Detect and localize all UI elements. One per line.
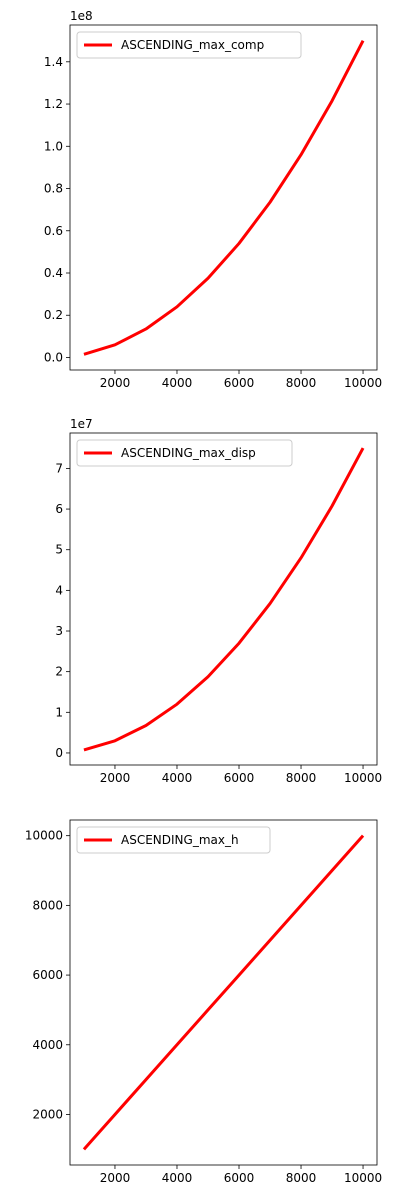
y-tick-label-3: 2 — [55, 665, 63, 679]
axes-frame — [69, 432, 378, 766]
legend: ASCENDING_max_h — [76, 826, 271, 854]
x-tick-label-4: 8000 — [286, 771, 317, 785]
legend-box — [76, 31, 302, 59]
y-offset-label: 1e8 — [70, 9, 93, 23]
chart-panel-3: 2000 4000 6000 8000 10000 2000 4000 6000 8000 100… — [25, 819, 382, 1185]
y-tick-label-5: 0.8 — [44, 182, 63, 196]
y-tick-label-3: 0.4 — [44, 266, 63, 280]
x-tick-label-4: 8000 — [286, 1171, 317, 1185]
legend-label-1: ASCENDING_max_disp — [121, 446, 256, 460]
x-tick-label-2: 4000 — [162, 376, 193, 390]
x-tick-label-4: 8000 — [286, 376, 317, 390]
x-tick-label-5: 10000 — [344, 771, 382, 785]
series-line-1 — [83, 447, 365, 752]
x-tick-label-5: 10000 — [344, 376, 382, 390]
x-tick-label-2: 4000 — [162, 1171, 193, 1185]
legend: ASCENDING_max_comp — [76, 31, 302, 59]
series-line-1 — [83, 39, 365, 356]
y-tick-label-6: 1.0 — [44, 139, 63, 153]
y-tick-label-2: 0.2 — [44, 308, 63, 322]
y-tick-label-7: 6 — [55, 502, 63, 516]
legend: ASCENDING_max_disp — [76, 439, 293, 467]
legend-label-1: ASCENDING_max_comp — [121, 38, 264, 52]
series-line-1 — [82, 834, 365, 1151]
x-tick-label-5: 10000 — [344, 1171, 382, 1185]
x-tick-label-3: 6000 — [224, 1171, 255, 1185]
y-tick-label-4: 0.6 — [44, 224, 63, 238]
legend-box — [76, 826, 271, 854]
x-tick-label-1: 2000 — [100, 1171, 131, 1185]
y-tick-label-7: 1.2 — [44, 97, 63, 111]
x-tick-label-1: 2000 — [100, 771, 131, 785]
y-tick-label-5: 10000 — [25, 829, 63, 843]
y-tick-label-5: 4 — [55, 583, 63, 597]
y-offset-label: 1e7 — [70, 417, 93, 431]
y-tick-label-8: 7 — [55, 461, 63, 475]
axes-frame — [69, 819, 378, 1166]
y-tick-label-3: 6000 — [32, 968, 63, 982]
y-tick-label-2: 4000 — [32, 1038, 63, 1052]
y-tick-label-4: 8000 — [32, 898, 63, 912]
x-tick-label-2: 4000 — [162, 771, 193, 785]
y-tick-label-1: 2000 — [32, 1107, 63, 1121]
y-tick-label-2: 1 — [55, 705, 63, 719]
x-tick-label-3: 6000 — [224, 376, 255, 390]
y-tick-label-1: 0.0 — [44, 350, 63, 364]
x-tick-label-3: 6000 — [224, 771, 255, 785]
axes-frame — [69, 24, 378, 371]
y-tick-label-6: 5 — [55, 543, 63, 557]
y-tick-label-4: 3 — [55, 624, 63, 638]
y-tick-label-1: 0 — [55, 746, 63, 760]
y-tick-label-8: 1.4 — [44, 55, 63, 69]
chart-panel-2: 2000 4000 6000 8000 10000 0 1 2 3 4 5 6 7 1e7 ASCENDIN… — [55, 417, 382, 785]
legend-box — [76, 439, 293, 467]
legend-label-1: ASCENDING_max_h — [121, 833, 239, 847]
chart-panel-1: 2000 4000 6000 8000 10000 0.0 0.2 0.4 0.6 0.8 1.0 1… — [44, 9, 382, 390]
x-tick-label-1: 2000 — [100, 376, 131, 390]
